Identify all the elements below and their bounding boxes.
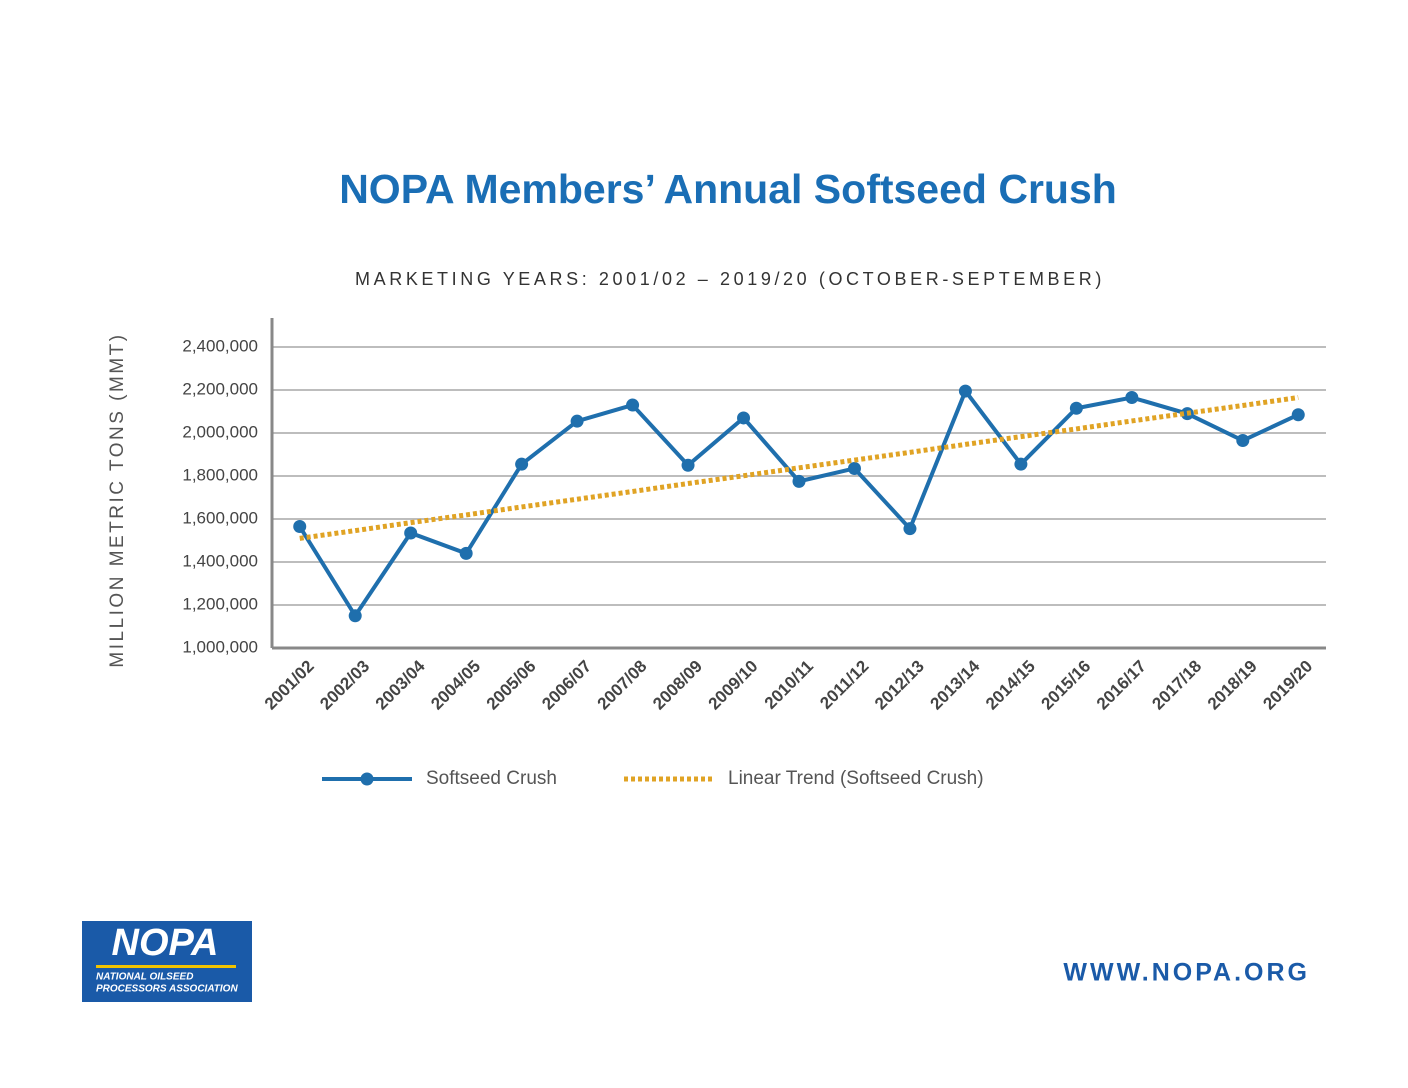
x-tick-label: 2005/06 [483, 657, 540, 714]
x-tick-label: 2019/20 [1259, 657, 1316, 714]
x-tick-label: 2008/09 [649, 657, 706, 714]
logo-stripe [96, 965, 236, 968]
x-tick-label: 2010/11 [761, 657, 817, 713]
point [903, 522, 917, 536]
y-tick-label: 1,800,000 [182, 465, 258, 484]
x-tick-label: 2017/18 [1148, 657, 1205, 714]
x-tick-label: 2011/12 [816, 657, 872, 713]
x-tick-label: 2002/03 [316, 657, 373, 714]
x-tick-label: 2018/19 [1204, 657, 1261, 714]
x-tick-label: 2001/02 [261, 657, 318, 714]
legend-marker [360, 772, 374, 786]
point [1291, 408, 1305, 422]
x-tick-label: 2003/04 [372, 656, 429, 713]
trend-line [299, 395, 1299, 541]
y-tick-label: 2,200,000 [182, 379, 258, 398]
point [626, 398, 640, 412]
point [737, 411, 751, 425]
chart-subtitle: MARKETING YEARS: 2001/02 – 2019/20 (OCTO… [355, 269, 1105, 289]
y-tick-label: 1,200,000 [182, 594, 258, 613]
point [847, 461, 861, 475]
point [1014, 457, 1028, 471]
logo-box [82, 921, 252, 1002]
point [459, 546, 473, 560]
point [1125, 391, 1139, 405]
legend-label: Softseed Crush [426, 768, 557, 789]
point [570, 414, 584, 428]
x-tick-label: 2006/07 [538, 657, 595, 714]
point [293, 520, 307, 534]
point [348, 609, 362, 623]
legend-label: Linear Trend (Softseed Crush) [728, 768, 984, 789]
y-tick-label: 1,000,000 [182, 637, 258, 656]
x-tick-label: 2013/14 [927, 656, 984, 713]
x-tick-label: 2015/16 [1037, 657, 1094, 714]
y-tick-label: 2,000,000 [182, 422, 258, 441]
y-tick-label: 1,600,000 [182, 508, 258, 527]
point [792, 474, 806, 488]
chart-title: NOPA Members’ Annual Softseed Crush [339, 166, 1117, 212]
point [681, 458, 695, 472]
logo-line: NATIONAL OILSEED [96, 972, 193, 983]
point [958, 384, 972, 398]
x-tick-label: 2016/17 [1093, 657, 1150, 714]
point [1236, 434, 1250, 448]
logo-name: NOPA [112, 922, 219, 964]
x-tick-label: 2007/08 [594, 657, 651, 714]
x-tick-label: 2014/15 [982, 657, 1039, 714]
logo-line: PROCESSORS ASSOCIATION [96, 984, 238, 995]
x-tick-label: 2004/05 [427, 657, 484, 714]
y-axis-label: MILLION METRIC TONS (MMT) [107, 332, 128, 667]
y-tick-label: 2,400,000 [182, 336, 258, 355]
point [1069, 401, 1083, 415]
website: WWW.NOPA.ORG [1063, 959, 1310, 987]
point [515, 457, 529, 471]
x-tick-label: 2012/13 [871, 657, 928, 714]
y-tick-label: 1,400,000 [182, 551, 258, 570]
point [404, 526, 418, 540]
x-tick-label: 2009/10 [705, 657, 762, 714]
series-line [298, 387, 1300, 620]
